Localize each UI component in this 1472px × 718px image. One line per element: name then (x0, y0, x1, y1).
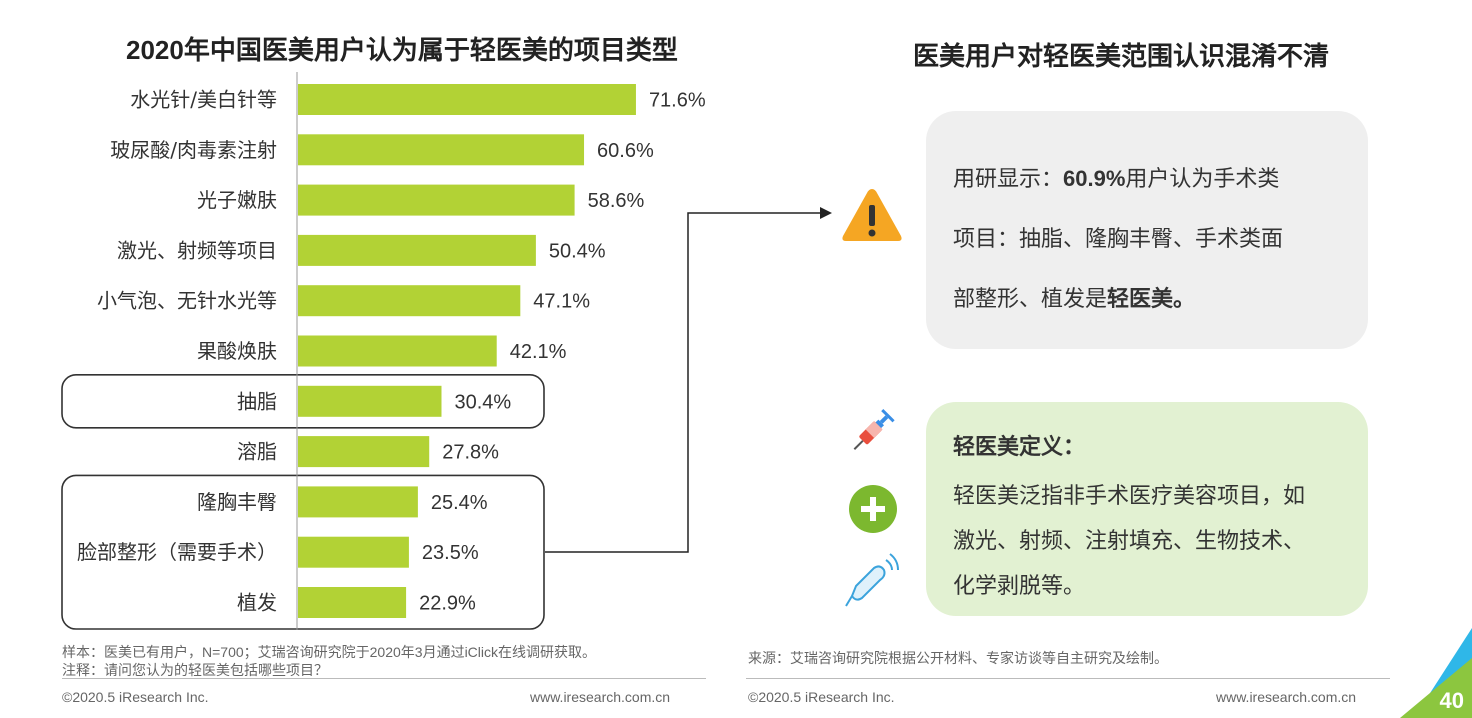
definition-line-1: 轻医美泛指非手术医疗美容项目，如 (953, 483, 1306, 508)
category-label: 光子嫩肤 (197, 188, 277, 212)
bar-10 (298, 536, 409, 568)
chart-title: 2020年中国医美用户认为属于轻医美的项目类型 (126, 35, 678, 65)
plus-circle-icon (849, 485, 897, 533)
definition-panel (926, 402, 1368, 616)
footer-divider-left (62, 678, 706, 679)
source-note: 来源：艾瑞咨询研究院根据公开材料、专家访谈等自主研究及绘制。 (748, 650, 1168, 666)
website-link-right[interactable]: www.iresearch.com.cn (1216, 689, 1357, 705)
right-section-title: 医美用户对轻医美范围认识混淆不清 (913, 41, 1330, 71)
bar-8 (298, 436, 430, 468)
copyright-left: ©2020.5 iResearch Inc. (62, 689, 209, 705)
bar-4 (298, 234, 536, 266)
value-label: 30.4% (454, 391, 511, 413)
footer-divider-right (746, 678, 1390, 679)
bar-11 (298, 587, 407, 618)
value-label: 27.8% (442, 442, 499, 464)
definition-line-3: 化学剥脱等。 (953, 573, 1086, 598)
category-label: 植发 (237, 591, 277, 615)
bar-3 (298, 184, 575, 216)
category-label: 果酸焕肤 (197, 339, 277, 363)
insight-panel (926, 111, 1368, 349)
syringe-icon (853, 408, 895, 450)
value-label: 23.5% (422, 542, 479, 564)
copyright-right: ©2020.5 iResearch Inc. (748, 689, 895, 705)
value-label: 60.6% (597, 140, 654, 162)
definition-heading: 轻医美定义： (953, 434, 1086, 459)
category-label: 小气泡、无针水光等 (97, 289, 277, 313)
insight-line-2: 项目：抽脂、隆胸丰臀、手术类面 (953, 226, 1284, 251)
bar-5 (298, 285, 521, 317)
value-label: 25.4% (431, 492, 488, 514)
corner-decoration (1400, 628, 1472, 718)
insight-line-1: 用研显示：60.9%用户认为手术类 (953, 166, 1280, 191)
definition-line-2: 激光、射频、注射填充、生物技术、 (953, 528, 1306, 553)
connector-arrow (545, 207, 832, 553)
insight-line-3: 部整形、植发是轻医美。 (953, 286, 1196, 311)
website-link-left[interactable]: www.iresearch.com.cn (530, 689, 671, 705)
category-label: 隆胸丰臀 (197, 490, 277, 514)
value-label: 71.6% (649, 90, 706, 112)
highlight-frame-1 (61, 373, 545, 429)
bar-9 (298, 486, 418, 518)
category-label: 溶脂 (237, 440, 277, 464)
bar-chart: 水光针/美白针等 71.6% 玻尿酸/肉毒素注射 60.6% 光子嫩肤 58.6% 激光、射… (61, 72, 706, 630)
highlight-frame-2 (61, 474, 545, 630)
category-label: 玻尿酸/肉毒素注射 (110, 138, 277, 162)
warning-triangle-icon (842, 189, 902, 241)
category-label: 水光针/美白针等 (130, 88, 277, 112)
bar-6 (298, 335, 497, 367)
value-label: 50.4% (549, 240, 606, 262)
bar-7 (298, 385, 442, 417)
sample-note: 样本：医美已有用户，N=700；艾瑞咨询研究院于2020年3月通过iClick在… (62, 644, 597, 660)
value-label: 42.1% (510, 341, 567, 363)
page-number: 40 (1439, 688, 1464, 713)
ultrasound-probe-icon (845, 553, 899, 607)
bar-2 (298, 134, 585, 166)
category-label: 脸部整形（需要手术） (77, 540, 277, 564)
question-note: 注释：请问您认为的轻医美包括哪些项目？ (62, 662, 328, 678)
category-label: 激光、射频等项目 (117, 238, 277, 262)
value-label: 22.9% (419, 593, 476, 615)
bar-1 (298, 84, 636, 115)
value-label: 58.6% (588, 190, 645, 212)
value-label: 47.1% (533, 291, 590, 313)
category-label: 抽脂 (237, 389, 277, 413)
